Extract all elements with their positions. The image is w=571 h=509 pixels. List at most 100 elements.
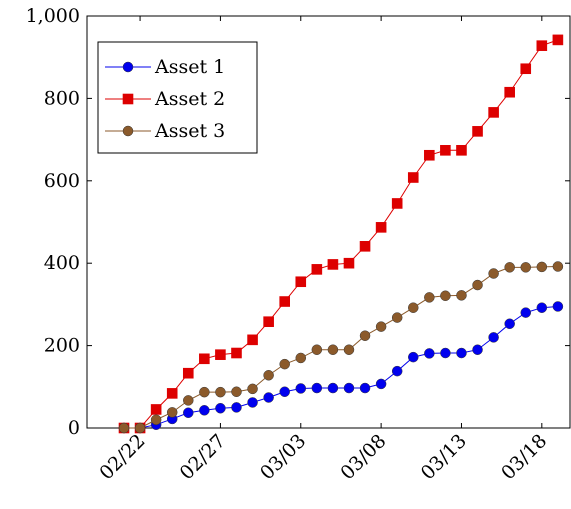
data-point xyxy=(343,257,355,269)
series-line xyxy=(124,266,558,429)
data-point xyxy=(343,344,355,355)
data-point xyxy=(279,358,290,370)
x-tick-label: 03/18 xyxy=(497,430,551,484)
data-point xyxy=(311,264,323,275)
data-point xyxy=(552,261,564,272)
data-point xyxy=(247,383,258,395)
data-point xyxy=(359,330,371,341)
series-asset-3 xyxy=(118,261,564,434)
data-point xyxy=(359,382,371,394)
data-point xyxy=(279,386,290,397)
data-point xyxy=(231,402,242,413)
series-asset-2 xyxy=(118,34,564,434)
data-point xyxy=(279,296,291,307)
data-point xyxy=(440,145,451,156)
data-point xyxy=(247,397,258,408)
legend-swatch-marker xyxy=(122,61,134,73)
series-asset-1 xyxy=(118,301,564,434)
data-point xyxy=(520,262,531,273)
data-point xyxy=(263,316,274,328)
legend: Asset 1 Asset 2 Asset 3 xyxy=(97,41,258,154)
data-point xyxy=(408,302,419,313)
x-tick-label: 03/13 xyxy=(417,430,471,484)
legend-swatch-marker xyxy=(122,93,134,105)
data-point xyxy=(215,386,226,398)
data-point xyxy=(504,262,515,273)
y-tick-label: 600 xyxy=(44,170,80,192)
data-point xyxy=(199,405,210,416)
data-point xyxy=(440,347,451,359)
data-point xyxy=(263,370,274,381)
data-point xyxy=(440,290,451,301)
legend-label: Asset 3 xyxy=(154,120,225,142)
data-point xyxy=(520,307,531,318)
data-point xyxy=(166,388,178,399)
data-point xyxy=(359,241,371,252)
data-point xyxy=(150,404,162,415)
data-point xyxy=(375,222,387,233)
data-point xyxy=(343,382,355,394)
data-point xyxy=(295,276,307,288)
y-tick-label: 400 xyxy=(44,252,80,274)
data-point xyxy=(215,402,226,414)
y-tick-label: 1,000 xyxy=(26,5,80,27)
series-line xyxy=(124,39,559,429)
data-point xyxy=(327,259,339,270)
data-point xyxy=(118,422,130,434)
data-point xyxy=(456,290,467,301)
data-point xyxy=(536,302,548,313)
data-point xyxy=(520,63,532,75)
legend-label: Asset 1 xyxy=(154,56,225,78)
data-point xyxy=(183,395,194,406)
data-point xyxy=(391,365,403,377)
data-point xyxy=(552,34,564,46)
x-tick-label: 03/03 xyxy=(256,430,310,484)
data-point xyxy=(199,386,210,398)
data-point xyxy=(488,332,499,343)
y-tick-label: 0 xyxy=(68,417,80,439)
legend-label: Asset 2 xyxy=(154,88,225,110)
data-point xyxy=(375,321,387,332)
y-tick-label: 800 xyxy=(44,87,80,109)
data-point xyxy=(231,347,242,359)
x-tick-label: 02/22 xyxy=(95,430,149,484)
legend-swatch-marker xyxy=(122,125,134,137)
data-point xyxy=(504,86,515,98)
data-point xyxy=(424,292,435,303)
data-point xyxy=(311,382,323,394)
data-point xyxy=(182,367,194,379)
data-point xyxy=(552,301,564,312)
data-point xyxy=(488,268,499,279)
data-point xyxy=(166,407,178,418)
x-tick-label: 02/27 xyxy=(176,430,230,484)
data-point xyxy=(375,378,387,390)
data-point xyxy=(407,172,419,183)
data-point xyxy=(311,344,323,355)
series-line xyxy=(124,305,558,429)
data-point xyxy=(247,334,258,346)
data-point xyxy=(504,318,515,330)
x-tick-label: 03/08 xyxy=(336,430,390,484)
data-point xyxy=(295,383,307,394)
data-point xyxy=(150,414,162,426)
data-point xyxy=(424,149,435,161)
data-point xyxy=(488,107,499,118)
data-point xyxy=(391,198,403,209)
data-point xyxy=(472,344,483,355)
data-point xyxy=(391,312,403,323)
data-point xyxy=(327,382,339,394)
y-tick-label: 200 xyxy=(44,335,80,357)
data-point xyxy=(327,344,339,355)
data-point xyxy=(408,351,419,363)
series-layer xyxy=(118,34,564,434)
data-point xyxy=(183,407,194,419)
data-point xyxy=(456,347,467,359)
data-point xyxy=(231,386,242,397)
data-point xyxy=(215,349,226,360)
data-point xyxy=(536,261,548,273)
data-point xyxy=(134,422,146,434)
data-point xyxy=(472,126,483,137)
data-point xyxy=(456,145,467,156)
plot-frame xyxy=(86,15,571,429)
